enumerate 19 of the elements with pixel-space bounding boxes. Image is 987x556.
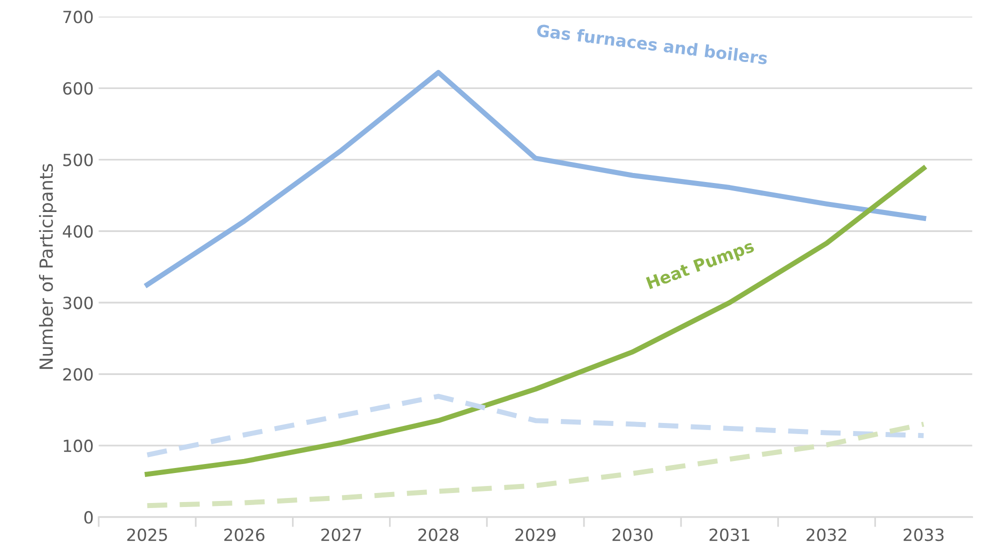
x-tick-label: 2029 bbox=[515, 528, 556, 542]
text: Gas furnaces and boilers bbox=[536, 24, 768, 65]
x-tick-label: 2028 bbox=[418, 528, 458, 542]
y-tick-label: 400 bbox=[62, 225, 93, 238]
y-tick-label: 0 bbox=[84, 511, 93, 524]
y-tick-label: 700 bbox=[63, 10, 93, 24]
x-tick-label: 2025 bbox=[127, 528, 167, 542]
x-tick-label: 2032 bbox=[806, 528, 846, 542]
y-tick-label: 100 bbox=[64, 440, 93, 452]
x-tick-label: 2030 bbox=[612, 528, 653, 542]
x-tick-label: 2026 bbox=[224, 528, 264, 542]
y-tick-label: 500 bbox=[63, 154, 93, 166]
x-tick-label: 2031 bbox=[710, 528, 750, 542]
y-tick-label: 200 bbox=[63, 368, 93, 381]
y-tick-label: 600 bbox=[63, 82, 93, 95]
x-tick-label: 2027 bbox=[321, 528, 362, 542]
y-tick-label: 300 bbox=[63, 296, 93, 310]
x-tick-label: 2033 bbox=[904, 528, 944, 542]
y-axis-title: Number of Participants bbox=[38, 164, 56, 369]
